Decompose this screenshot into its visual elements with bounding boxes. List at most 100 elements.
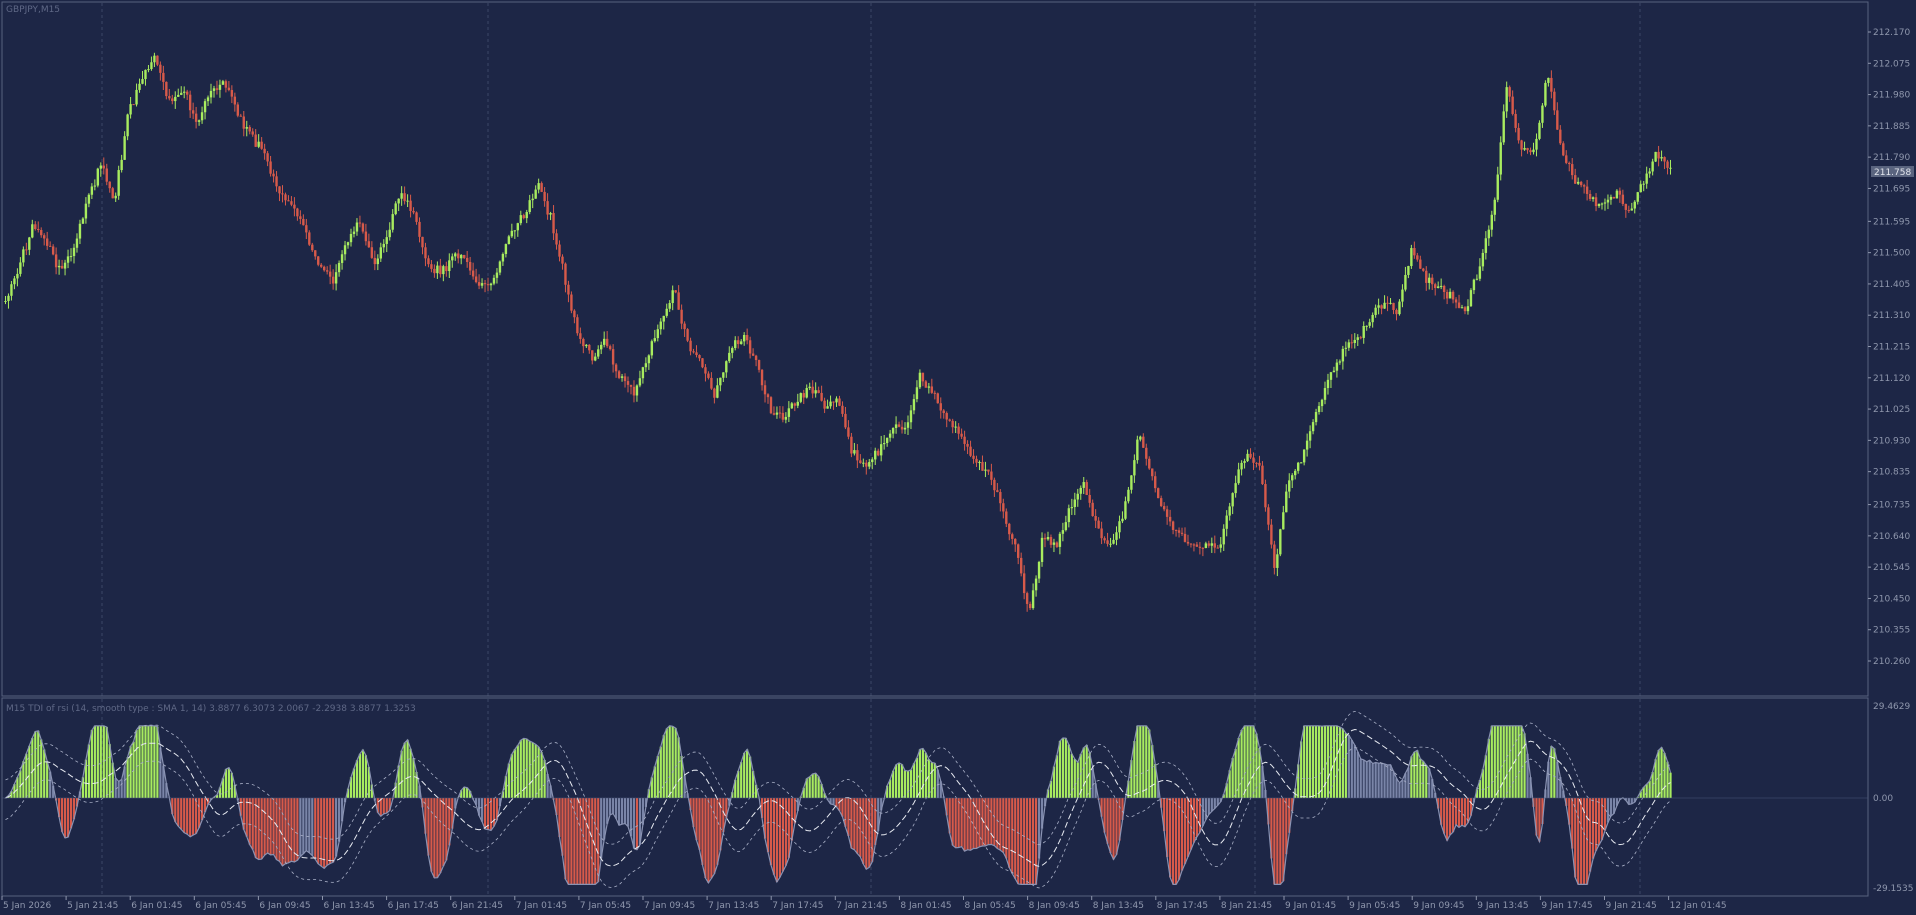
- candle-body: [31, 224, 34, 238]
- tdi-bar: [1213, 798, 1216, 809]
- candle-body: [725, 361, 728, 373]
- time-tick-label: 7 Jan 13:45: [708, 901, 759, 911]
- tdi-bar: [1171, 798, 1175, 885]
- candle-body: [912, 399, 916, 411]
- candle-body: [248, 127, 251, 132]
- candle-body: [1463, 307, 1467, 312]
- candle-body: [677, 292, 680, 310]
- tdi-bar: [1413, 751, 1416, 798]
- candle-body: [406, 200, 409, 202]
- candle-body: [1413, 248, 1416, 256]
- tdi-bar: [689, 798, 692, 811]
- candle-body: [10, 284, 13, 296]
- candle-body: [814, 390, 817, 394]
- candle-body: [209, 90, 213, 98]
- time-tick-label: 7 Jan 21:45: [836, 901, 887, 911]
- candle-body: [600, 344, 603, 350]
- tdi-bar: [1064, 738, 1067, 798]
- tdi-bar: [1562, 790, 1565, 798]
- tdi-bar: [31, 738, 34, 798]
- price-tick-label: 211.695: [1873, 184, 1910, 194]
- tdi-bar: [594, 798, 597, 885]
- candle-body: [766, 394, 770, 398]
- tdi-bar: [492, 798, 496, 827]
- candle-body: [388, 229, 391, 238]
- candle-body: [588, 344, 591, 351]
- candle-body: [328, 271, 332, 277]
- candle-body: [817, 390, 820, 393]
- candle-body: [1499, 142, 1502, 175]
- candle-body: [772, 413, 776, 415]
- candle-body: [1588, 193, 1592, 199]
- tdi-bar: [200, 798, 204, 821]
- tdi-bar: [1121, 798, 1124, 820]
- tdi-bar: [144, 725, 147, 798]
- candle-body: [775, 412, 779, 415]
- tdi-bar: [376, 798, 379, 813]
- tdi-bar: [159, 747, 162, 798]
- tdi-bar: [84, 759, 88, 798]
- tdi-bar: [1469, 798, 1473, 816]
- tdi-bar: [72, 798, 76, 820]
- time-tick-label: 8 Jan 09:45: [1029, 901, 1080, 911]
- candle-body: [999, 492, 1002, 504]
- tdi-bar: [1317, 725, 1321, 798]
- candle-body: [34, 224, 37, 229]
- tdi-bar: [278, 798, 281, 862]
- tdi-bar: [66, 798, 70, 838]
- tdi-bar: [382, 798, 385, 814]
- candle-body: [957, 426, 960, 434]
- candle-body: [1410, 248, 1413, 267]
- tdi-bar: [862, 798, 865, 864]
- tdi-bar: [1615, 798, 1618, 806]
- time-tick-label: 6 Jan 09:45: [259, 901, 310, 911]
- candle-body: [311, 244, 314, 251]
- tdi-bar: [43, 749, 46, 798]
- tdi-bar: [239, 798, 242, 816]
- tdi-bar: [903, 770, 907, 798]
- candle-body: [281, 193, 284, 195]
- candle-body: [987, 469, 990, 472]
- tdi-bar: [719, 798, 722, 851]
- candle-body: [1011, 534, 1014, 539]
- time-tick-label: 6 Jan 17:45: [388, 901, 439, 911]
- candle-body: [302, 218, 305, 226]
- candle-body: [415, 212, 418, 222]
- candle-body: [1332, 370, 1336, 373]
- candle-body: [242, 116, 245, 129]
- tdi-bar: [489, 798, 493, 831]
- tdi-bar: [1115, 798, 1118, 855]
- candle-body: [1344, 347, 1348, 349]
- candle-body: [754, 355, 758, 361]
- candle-body: [296, 208, 299, 217]
- tdi-bar: [1422, 761, 1425, 798]
- tdi-bar: [1195, 798, 1199, 837]
- price-tick-label: 212.170: [1873, 28, 1910, 38]
- candle-body: [305, 225, 308, 233]
- candle-body: [1594, 197, 1598, 207]
- candle-body: [879, 444, 883, 456]
- candle-body: [43, 235, 46, 239]
- candle-body: [1404, 274, 1407, 290]
- tdi-bar: [1231, 758, 1234, 798]
- candle-body: [891, 427, 895, 434]
- candle-body: [1374, 307, 1377, 315]
- candle-body: [123, 136, 126, 160]
- candle-body: [665, 308, 668, 316]
- tdi-bar: [579, 798, 582, 885]
- candle-body: [1118, 521, 1121, 533]
- candle-body: [16, 273, 19, 279]
- tdi-bar: [1127, 780, 1130, 798]
- candle-body: [1562, 143, 1565, 156]
- tdi-bar: [954, 798, 957, 848]
- tdi-bar: [1448, 798, 1452, 836]
- candle-body: [742, 334, 746, 342]
- candle-body: [221, 81, 225, 85]
- tdi-bar: [820, 783, 823, 798]
- tdi-bar: [1258, 748, 1261, 798]
- time-tick-label: 9 Jan 09:45: [1413, 901, 1464, 911]
- tdi-bar: [1329, 725, 1333, 798]
- tdi-bar: [1151, 745, 1154, 798]
- candle-body: [1294, 470, 1297, 476]
